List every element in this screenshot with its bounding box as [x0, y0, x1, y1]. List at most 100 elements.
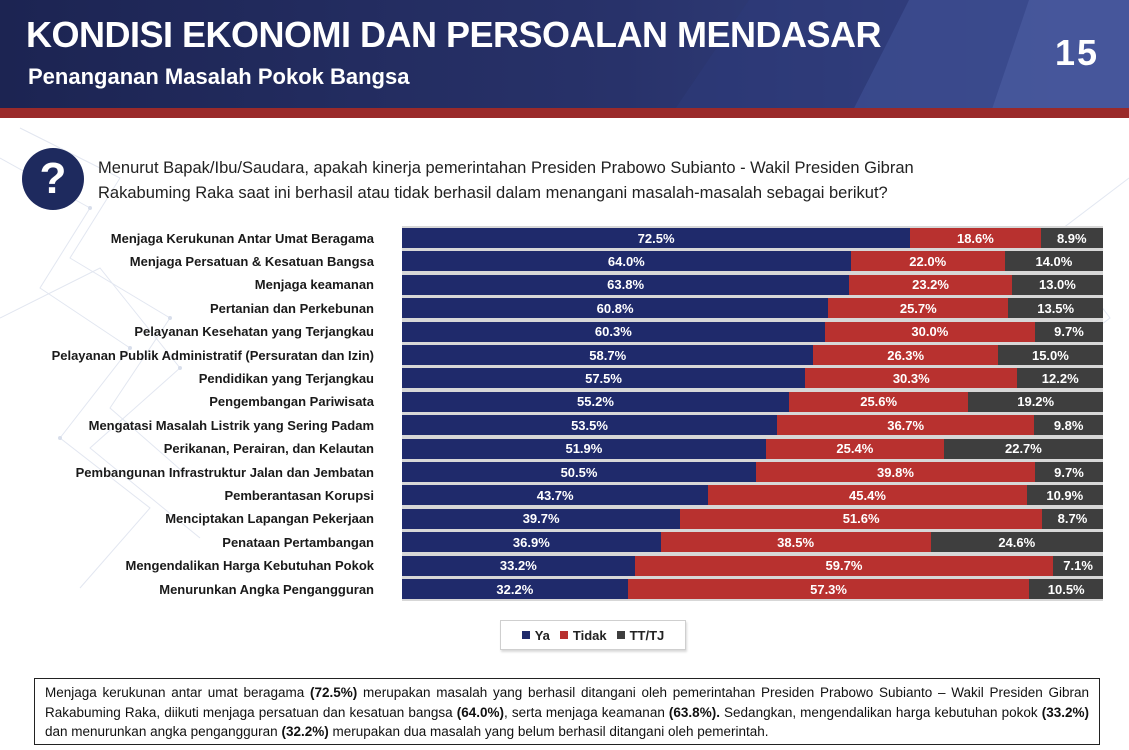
bar-segment-tidak: 38.5%	[660, 532, 931, 553]
bar-segment-tttj: 13.0%	[1011, 274, 1103, 295]
category-label: Penataan Pertambangan	[222, 534, 374, 550]
bar-segment-tidak: 30.3%	[805, 368, 1018, 389]
bar-row: 43.7% 45.4% 10.9%	[402, 485, 1103, 506]
bar-row: 72.5% 18.6% 8.9%	[402, 228, 1103, 248]
bar-segment-tttj: 9.7%	[1034, 321, 1103, 342]
bar-segment-ya: 55.2%	[402, 391, 789, 412]
bar-segment-tttj: 8.9%	[1040, 228, 1103, 248]
category-label: Pembangunan Infrastruktur Jalan dan Jemb…	[75, 464, 374, 480]
stacked-bar-chart: 72.5% 18.6% 8.9% 64.0% 22.0% 14.0% 63.8% 23.2% 1…	[402, 226, 1103, 601]
bar-row: 60.3% 30.0% 9.7%	[402, 321, 1103, 342]
bar-row: 39.7% 51.6% 8.7%	[402, 508, 1103, 529]
bar-segment-ya: 63.8%	[402, 274, 850, 295]
category-label: Pelayanan Kesehatan yang Terjangkau	[134, 324, 374, 340]
summary-highlight: (63.8%).	[668, 704, 720, 720]
bar-segment-ya: 57.5%	[402, 368, 806, 389]
bar-segment-tidak: 39.8%	[756, 462, 1035, 482]
bar-row: 60.8% 25.7% 13.5%	[402, 298, 1103, 319]
survey-question: Menurut Bapak/Ibu/Saudara, apakah kinerj…	[98, 159, 914, 202]
bar-segment-ya: 58.7%	[402, 345, 814, 365]
summary-text: Menjaga kerukunan antar umat beragama	[45, 685, 310, 700]
bar-segment-tttj: 15.0%	[997, 345, 1103, 365]
bar-segment-tttj: 24.6%	[930, 532, 1103, 553]
bar-segment-ya: 60.8%	[402, 298, 829, 319]
category-label: Menciptakan Lapangan Pekerjaan	[165, 511, 374, 527]
category-label: Pendidikan yang Terjangkau	[198, 370, 374, 386]
page-subtitle: Penanganan Masalah Pokok Bangsa	[28, 64, 410, 89]
bar-row: 50.5% 39.8% 9.7%	[402, 462, 1103, 482]
category-label: Mengatasi Masalah Listrik yang Sering Pa…	[88, 417, 374, 433]
bar-segment-tttj: 10.5%	[1029, 579, 1103, 599]
summary-text: merupakan masalah yang berhasil ditangan…	[45, 685, 1090, 720]
summary-text: , serta menjaga keamanan	[503, 704, 669, 720]
summary-highlight: (72.5%)	[310, 685, 358, 700]
bar-row: 64.0% 22.0% 14.0%	[402, 251, 1103, 272]
category-label: Pemberantasan Korupsi	[224, 487, 374, 503]
bar-segment-tidak: 51.6%	[680, 508, 1042, 529]
bar-row: 57.5% 30.3% 12.2%	[402, 368, 1103, 389]
bar-segment-tidak: 57.3%	[627, 579, 1030, 599]
bar-segment-ya: 43.7%	[402, 485, 709, 506]
category-label: Pertanian dan Perkebunan	[210, 300, 374, 316]
bar-segment-tidak: 30.0%	[824, 321, 1035, 342]
bar-row: 53.5% 36.7% 9.8%	[402, 415, 1103, 436]
bar-segment-ya: 72.5%	[402, 228, 911, 248]
summary-highlight: (33.2%)	[1041, 704, 1089, 720]
summary-text: Sedangkan, mengendalikan harga kebutuhan…	[719, 704, 1042, 720]
legend-label: Tidak	[572, 627, 607, 643]
legend-label: Ya	[534, 627, 550, 643]
category-label: Menurunkan Angka Pengangguran	[159, 581, 374, 597]
header-banner	[0, 0, 1129, 118]
bar-segment-tidak: 36.7%	[777, 415, 1035, 436]
legend-item: TT/TJ	[616, 627, 665, 643]
category-label: Menjaga keamanan	[254, 277, 374, 293]
bar-segment-tidak: 22.0%	[850, 251, 1005, 272]
summary-text: dan menurunkan angka pengangguran	[45, 724, 282, 739]
bar-segment-ya: 51.9%	[402, 438, 766, 459]
bar-row: 58.7% 26.3% 15.0%	[402, 345, 1103, 365]
bar-segment-tttj: 9.7%	[1034, 462, 1103, 482]
bar-segment-tidak: 45.4%	[708, 485, 1027, 506]
bar-segment-tidak: 59.7%	[634, 555, 1054, 576]
bar-segment-tidak: 23.2%	[849, 274, 1012, 295]
bar-segment-tttj: 22.7%	[943, 438, 1103, 459]
legend-item: Ya	[521, 627, 550, 643]
legend-swatch	[559, 631, 568, 639]
category-label: Mengendalikan Harga Kebutuhan Pokok	[125, 558, 375, 574]
legend-label: TT/TJ	[629, 627, 665, 643]
bar-segment-tttj: 14.0%	[1004, 251, 1103, 272]
question-mark-icon: ?	[22, 148, 84, 210]
page-title: KONDISI EKONOMI DAN PERSOALAN MENDASAR	[26, 14, 882, 55]
bar-segment-ya: 36.9%	[402, 532, 661, 553]
header-decoration	[669, 0, 1129, 118]
bar-segment-tttj: 10.9%	[1026, 485, 1103, 506]
header-stripe	[0, 108, 1129, 118]
bar-segment-tidak: 18.6%	[910, 228, 1041, 248]
category-label: Pelayanan Publik Administratif (Persurat…	[51, 347, 374, 363]
page-number: 15	[1054, 32, 1099, 73]
summary-highlight: (64.0%)	[456, 704, 504, 720]
bar-segment-ya: 60.3%	[402, 321, 825, 342]
bar-row: 63.8% 23.2% 13.0%	[402, 274, 1103, 295]
bar-segment-tidak: 25.4%	[765, 438, 944, 459]
bar-row: 36.9% 38.5% 24.6%	[402, 532, 1103, 553]
category-label: Pengembangan Pariwisata	[209, 394, 374, 410]
chart-legend: Ya Tidak TT/TJ	[500, 620, 686, 650]
summary-text-box: Menjaga kerukunan antar umat beragama (7…	[34, 678, 1100, 745]
bar-segment-tttj: 12.2%	[1017, 368, 1103, 389]
category-label: Perikanan, Perairan, dan Kelautan	[163, 441, 374, 457]
bar-segment-tttj: 8.7%	[1042, 508, 1103, 529]
bar-segment-tttj: 7.1%	[1053, 555, 1103, 576]
legend-swatch	[616, 631, 625, 639]
bar-segment-tidak: 26.3%	[813, 345, 998, 365]
bar-segment-tttj: 13.5%	[1008, 298, 1103, 319]
summary-highlight: (32.2%)	[281, 724, 329, 739]
bar-row: 32.2% 57.3% 10.5%	[402, 579, 1103, 599]
category-label: Menjaga Kerukunan Antar Umat Beragama	[110, 230, 374, 246]
legend-item: Tidak	[559, 627, 607, 643]
bar-segment-tidak: 25.7%	[828, 298, 1009, 319]
bar-segment-ya: 32.2%	[402, 579, 628, 599]
bar-segment-ya: 33.2%	[402, 555, 635, 576]
legend-swatch	[521, 631, 530, 639]
bar-segment-tttj: 9.8%	[1034, 415, 1103, 436]
